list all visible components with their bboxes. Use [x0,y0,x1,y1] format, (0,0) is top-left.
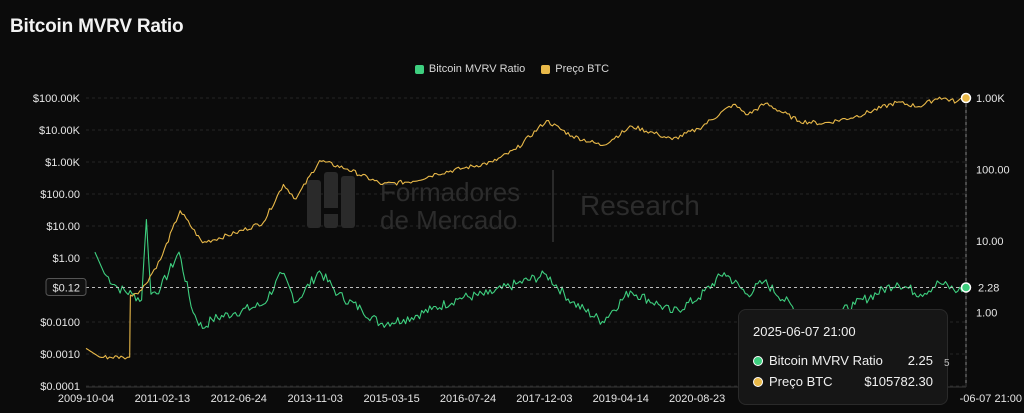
y-tick-label-left: $10.00 [46,221,80,233]
watermark: Formadores de Mercado Research [307,170,700,242]
crosshair-value-left: $0.12 [52,282,80,294]
tooltip-date: 2025-06-07 21:00 [753,324,856,339]
y-tick-label-left: $1.00K [45,157,81,169]
legend-item-mvrv[interactable]: Bitcoin MVRV Ratio [414,63,526,75]
y-tick-label-left: $0.0010 [40,349,80,361]
y-tick-label-left: $0.0001 [40,381,80,393]
watermark-right: Research [580,190,700,221]
endpoint-marker-mvrv [960,282,972,293]
crosshair-value-right: 2.28 [978,282,999,294]
watermark-logo-icon [307,172,355,228]
y-tick-label-left: $100.00K [33,93,81,105]
chart-title: Bitcoin MVRV Ratio [10,16,184,37]
tooltip-value-price: $105782.30 [864,374,933,389]
x-tick-label: 2011-02-13 [135,393,190,405]
x-tick-label: 2016-07-24 [440,393,496,405]
watermark-line2: de Mercado [380,205,517,235]
legend-label-price: Preço BTC [555,63,610,75]
x-tick-label: 2012-06-24 [211,393,267,405]
x-tick-label: 2009-10-04 [58,393,114,405]
crosshair-badge-left [45,277,87,296]
y-tick-label-right: 10.00 [976,236,1004,248]
y-tick-label-left: $0.0100 [40,317,80,329]
y-tick-label-right-top: 1.00K [976,93,1005,105]
x-tick-label: 2019-04-14 [593,393,649,405]
tooltip-dot-price [753,376,763,387]
legend-swatch-mvrv [414,64,424,74]
legend-swatch-price [541,64,551,74]
endpoint-marker-price [960,92,972,104]
y-tick-label-left: $1.00 [52,253,80,265]
legend-label-mvrv: Bitcoin MVRV Ratio [428,63,526,75]
y-tick-label-right: 1.00 [976,308,997,320]
y-tick-label-left: $10.00K [39,125,81,137]
tooltip-label-price: Preço BTC [769,374,833,389]
x-tick-label-last: -06-07 21:00 [960,393,1022,405]
tooltip-row-price: Preço BTC $105782.30 [753,374,933,389]
y-tick-label-left: $100.00 [40,189,80,201]
legend-item-price[interactable]: Preço BTC [541,63,609,75]
tooltip-dot-mvrv [753,355,763,366]
x-tick-label: 2013-11-03 [287,393,342,405]
tooltip: 2025-06-07 21:00 Bitcoin MVRV Ratio 2.25… [738,309,948,405]
tooltip-value-mvrv: 2.25 [907,353,933,368]
tooltip-peek-text: 5 [944,358,950,369]
axes: $100.00K$10.00K$1.00K$100.00$10.00$1.00$… [33,93,1022,405]
tooltip-label-mvrv: Bitcoin MVRV Ratio [769,353,883,368]
x-tick-label: 2020-08-23 [669,393,725,405]
overlay: $0.12 2.28 1.00K [45,92,1005,386]
y-tick-label-right: 100.00 [976,165,1010,177]
series-line-price [85,96,967,360]
x-tick-label: 2015-03-15 [363,393,419,405]
x-tick-label: 2017-12-03 [516,393,572,405]
legend: Bitcoin MVRV Ratio Preço BTC [0,63,1024,75]
tooltip-row-mvrv: Bitcoin MVRV Ratio 2.25 [753,353,933,368]
watermark-line1: Formadores [380,177,520,207]
